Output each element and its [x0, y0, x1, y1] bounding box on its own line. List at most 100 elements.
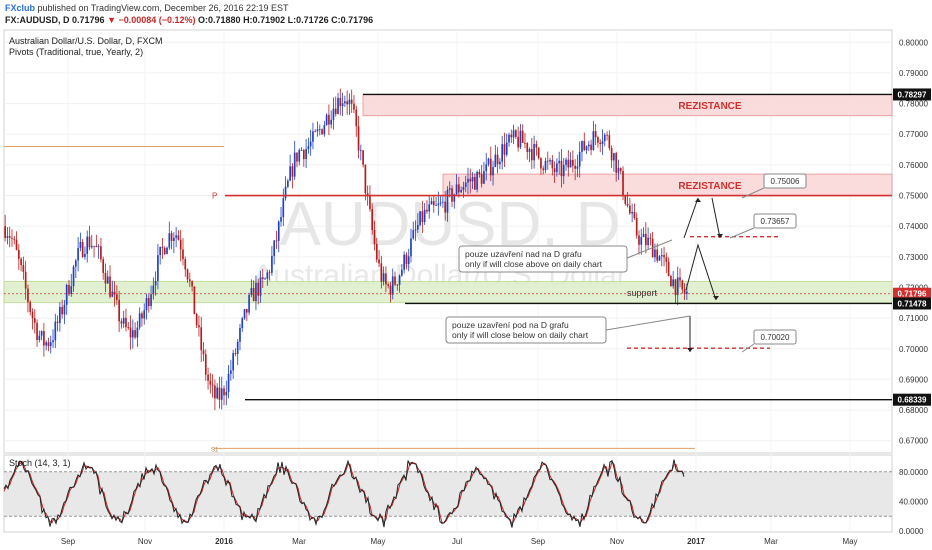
candle-body — [524, 142, 526, 144]
candle-body — [359, 150, 362, 152]
y-tick-label: 0.69000 — [899, 375, 928, 384]
y-tick-label: 0.78000 — [899, 100, 928, 109]
x-tick-label: Sep — [531, 537, 546, 546]
time-axis[interactable]: Sep Nov 2016 Mar May Jul Sep Nov 2017 Mar May — [61, 537, 858, 546]
candle-body — [649, 237, 652, 239]
candle-body — [150, 294, 152, 307]
annotation-line1: pouze uzavření nad na D grafu — [465, 249, 582, 259]
publish-info: FXclub published on TradingView.com, Dec… — [5, 3, 289, 13]
quote-line: FX:AUDUSD, D 0.71796 ▼ −0.00084 (−0.12%)… — [5, 15, 373, 25]
candle-body — [537, 147, 540, 158]
candle-body — [72, 266, 75, 287]
candle-body — [266, 272, 269, 279]
candle-body — [462, 187, 465, 190]
x-tick-label: Mar — [764, 537, 778, 546]
y-tick-label: 0.79000 — [899, 69, 928, 78]
candle-body — [59, 306, 61, 323]
candle-body — [416, 225, 419, 230]
candle-body — [31, 311, 34, 319]
y-tick-label: 0.68000 — [899, 406, 928, 415]
candle-body — [314, 131, 317, 133]
candle-body — [597, 137, 599, 143]
candle-body — [549, 160, 551, 162]
candle-body — [686, 291, 688, 294]
candle-body — [380, 263, 383, 282]
candle-body — [435, 205, 437, 207]
candle-body — [147, 298, 150, 307]
candle-body — [419, 211, 421, 226]
target-box — [753, 213, 797, 229]
candles — [4, 88, 688, 411]
zone-support-2 — [3, 281, 893, 304]
arrow-head-0 — [695, 198, 701, 202]
candle-body — [644, 233, 647, 246]
candle-body — [658, 256, 661, 261]
candle-body — [473, 177, 476, 190]
price-axis[interactable]: 0.80000 0.79000 0.78000 0.77000 0.76000 0.750… — [893, 38, 931, 446]
candle-body — [350, 99, 353, 104]
candle-body — [410, 238, 412, 257]
candle-body — [70, 286, 73, 295]
target-label: 0.70020 — [761, 333, 790, 342]
brand-link[interactable]: FXclub — [5, 3, 36, 13]
candle-body — [177, 235, 180, 240]
candle-body — [230, 370, 232, 374]
candle-body — [138, 313, 141, 328]
candle-body — [6, 236, 9, 238]
candle-body — [202, 350, 205, 355]
ohlc-values: O:0.71880 H:0.71902 L:0.71726 C:0.71796 — [195, 15, 374, 25]
candle-body — [341, 103, 344, 107]
price-change: ▼ −0.00084 (−0.12%) — [107, 15, 196, 25]
candle-body — [362, 150, 364, 165]
candle-body — [200, 327, 203, 351]
symbol-quote: FX:AUDUSD, D 0.71796 — [5, 15, 105, 25]
candle-body — [273, 240, 276, 257]
arrow-head-1 — [717, 234, 723, 238]
candle-body — [581, 141, 583, 152]
candle-body — [264, 278, 266, 280]
candle-body — [271, 256, 273, 273]
candle-body — [578, 151, 581, 167]
candle-body — [394, 276, 396, 285]
candle-body — [414, 229, 417, 231]
price-tag-1 — [893, 287, 931, 300]
candle-body — [287, 180, 289, 187]
candle-body — [81, 242, 84, 257]
candle-body — [277, 221, 280, 241]
candle-body — [232, 353, 234, 371]
candle-body — [403, 254, 405, 270]
candle-body — [640, 237, 643, 245]
candle-body — [245, 309, 248, 313]
candle-body — [633, 212, 636, 219]
candle-body — [382, 273, 385, 282]
candle-body — [421, 211, 424, 222]
candle-body — [674, 279, 677, 296]
candle-body — [184, 259, 187, 270]
candle-body — [198, 325, 200, 328]
candle-body — [182, 249, 184, 260]
candle-body — [642, 233, 645, 238]
candle-body — [104, 272, 107, 284]
candle-body — [298, 150, 301, 162]
annotation-line2: only if will close below on daily chart — [452, 330, 589, 340]
candle-body — [257, 282, 260, 296]
indicator-label[interactable]: Pivots (Traditional, true, Yearly, 2) — [9, 47, 144, 57]
candle-body — [508, 134, 510, 143]
candle-body — [683, 289, 686, 294]
candle-body — [590, 144, 592, 151]
stoch-label[interactable]: Stoch (14, 3, 1) — [9, 458, 71, 468]
candle-body — [47, 342, 50, 347]
candle-body — [17, 249, 20, 259]
arrow-down-1 — [711, 197, 721, 239]
candle-body — [423, 209, 426, 222]
x-tick-label: 2016 — [215, 537, 233, 546]
x-tick-label: May — [370, 537, 385, 546]
price-tag-0 — [893, 88, 931, 101]
candle-body — [426, 209, 428, 212]
zone-label: support — [627, 288, 658, 298]
candle-body — [293, 152, 296, 177]
candle-body — [442, 201, 444, 203]
candle-body — [312, 131, 314, 142]
candle-body — [622, 170, 624, 197]
